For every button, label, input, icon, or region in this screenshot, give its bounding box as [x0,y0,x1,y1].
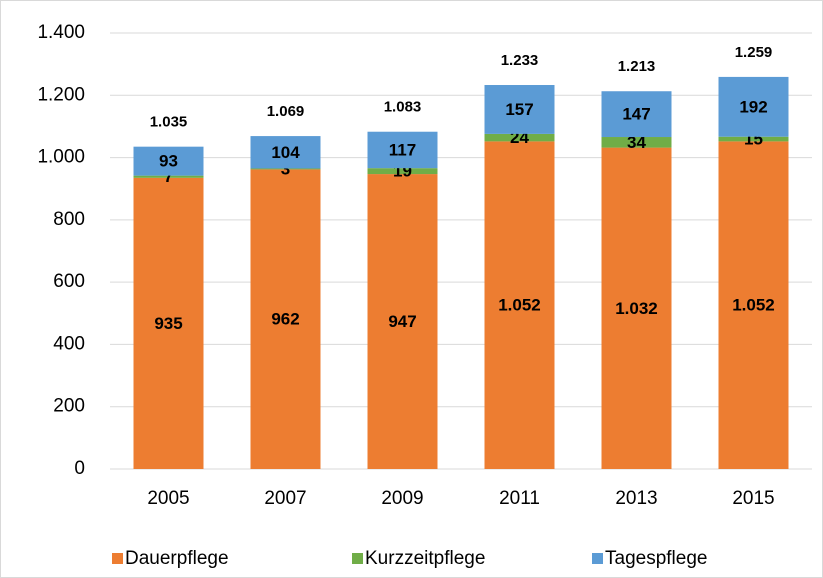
total-label: 1.035 [150,114,188,131]
y-tick-label: 600 [53,271,85,292]
bar-segment [718,136,789,142]
legend-label: Kurzzeitpflege [365,548,485,569]
data-label: 1.032 [615,299,658,318]
bar-segment [601,147,672,469]
bar-segment [133,175,204,178]
total-label: 1.069 [267,103,305,120]
data-label: 3 [281,159,290,178]
legend-label: Dauerpflege [125,548,229,569]
bar-segment [367,168,438,175]
total-label: 1.259 [735,44,773,61]
x-tick-label: 2011 [499,488,540,509]
y-tick-label: 0 [74,458,85,479]
bar-segment [250,169,321,470]
bar-segment [484,85,555,134]
bar-segment [718,76,789,137]
data-label: 7 [164,167,173,186]
y-tick-label: 1.400 [37,22,85,43]
legend-swatch [112,553,123,564]
y-tick-label: 800 [53,209,85,230]
x-tick-label: 2013 [615,488,657,509]
data-label: 192 [739,97,767,116]
bar-segment [133,146,204,176]
data-label: 1.052 [732,296,775,315]
bar-segment [484,133,555,142]
y-tick-label: 1.200 [37,84,85,105]
bar-segment [484,141,555,469]
total-label: 1.233 [501,52,539,69]
total-label: 1.213 [618,58,656,75]
x-tick-label: 2009 [381,488,423,509]
y-tick-label: 1.000 [37,147,85,168]
bar-segment [367,131,438,169]
bar-segment [133,177,204,470]
bar-segment [601,91,672,138]
data-label: 935 [154,314,182,333]
x-tick-label: 2007 [264,488,306,509]
x-tick-label: 2015 [732,488,774,509]
total-label-bg [142,112,195,133]
bar-segment [367,174,438,469]
data-label: 104 [271,143,300,162]
bar-segment [601,137,672,148]
total-label-bg [259,102,312,123]
data-label: 962 [271,310,299,329]
bar-segment [250,168,321,170]
data-label: 947 [388,312,416,331]
y-tick-label: 400 [53,333,85,354]
data-label: 1.052 [498,296,541,315]
bar-segment [250,136,321,169]
data-label: 147 [622,105,650,124]
total-label: 1.083 [384,99,422,116]
data-label: 117 [389,140,416,159]
y-tick-label: 200 [53,396,85,417]
legend-label: Tagespflege [605,548,707,569]
total-label-bg [610,57,663,78]
total-label-bg [493,51,546,72]
data-label: 34 [627,133,646,152]
data-label: 157 [505,100,533,119]
total-label-bg [376,97,429,118]
bar-segment [718,141,789,469]
x-tick-label: 2005 [147,488,189,509]
legend-swatch [352,553,363,564]
total-label-bg [727,42,780,63]
data-label: 93 [159,152,178,171]
legend-swatch [592,553,603,564]
